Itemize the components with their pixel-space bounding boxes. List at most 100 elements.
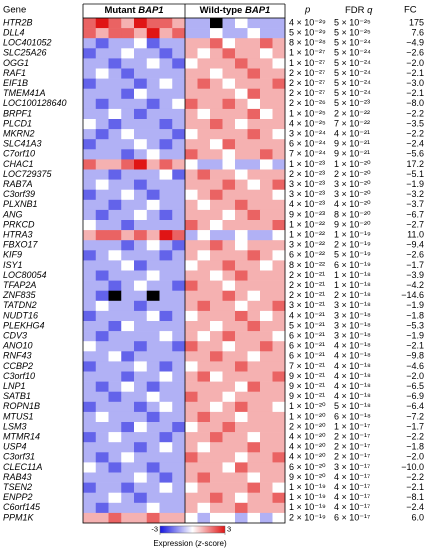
heatmap-cell	[83, 189, 97, 201]
heatmap-cell	[185, 220, 198, 231]
heatmap-cell	[197, 371, 211, 382]
heatmap-cell	[197, 230, 211, 241]
fold-change: −2.2	[406, 108, 424, 118]
gene-label: FBXO17	[3, 240, 39, 250]
heatmap-cell	[260, 351, 273, 362]
heatmap-cell	[185, 472, 198, 483]
fdr-value: 4 × 10⁻¹⁷	[334, 472, 370, 482]
heatmap-cell	[108, 270, 122, 281]
heatmap-cell	[134, 209, 148, 221]
heatmap-cell	[121, 310, 135, 322]
heatmap-cell	[260, 371, 273, 382]
heatmap-cell	[260, 189, 273, 201]
heatmap-cell	[146, 189, 160, 201]
heatmap-cell	[159, 108, 173, 120]
heatmap-cell	[95, 432, 109, 443]
heatmap-cell	[235, 129, 248, 140]
heatmap-cell	[159, 401, 173, 413]
heatmap-cell	[108, 48, 122, 59]
heatmap-cell	[83, 169, 97, 180]
heatmap-cell	[235, 270, 248, 281]
fdr-value: 5 × 10⁻²⁴	[334, 38, 371, 48]
fold-change: 11.0	[407, 230, 424, 240]
gene-label: C3orf10	[3, 371, 35, 381]
heatmap-cell	[197, 108, 211, 120]
heatmap-cell	[222, 310, 236, 322]
gene-label: MKRN2	[3, 129, 35, 139]
heatmap-cell	[95, 169, 109, 180]
heatmap-cell	[222, 88, 236, 100]
gene-label: BRPF1	[3, 108, 32, 118]
heatmap-cell	[185, 321, 198, 332]
heatmap-cell	[134, 159, 148, 170]
heatmap-cell	[146, 270, 160, 281]
heatmap-cell	[197, 432, 211, 443]
heatmap-cell	[235, 240, 248, 251]
heatmap-cell	[172, 108, 186, 120]
heatmap-cell	[134, 300, 148, 312]
fold-change: −2.6	[406, 250, 424, 260]
heatmap-cell	[83, 240, 97, 251]
gene-label: C3orf39	[3, 189, 35, 199]
fold-change: −2.7	[406, 219, 424, 229]
heatmap-cell	[134, 169, 148, 180]
gene-label: NUDT16	[3, 310, 38, 320]
heatmap-cell	[260, 220, 273, 231]
heatmap-cell	[159, 391, 173, 403]
heatmap-cell	[134, 58, 148, 69]
gene-label: RNF43	[3, 351, 32, 361]
heatmap-cell	[247, 98, 261, 110]
heatmap-cell	[247, 381, 261, 392]
fold-change: −3.9	[406, 270, 424, 280]
heatmap-cell	[235, 18, 248, 29]
heatmap-cell	[83, 280, 97, 291]
heatmap-cell	[108, 502, 122, 514]
heatmap-cell	[83, 401, 97, 413]
heatmap-cell	[260, 68, 273, 79]
p-value: 6 × 10⁻²⁰	[289, 462, 326, 472]
heatmap-cell	[121, 442, 135, 453]
heatmap-cell	[235, 381, 248, 392]
heatmap-cell	[121, 209, 135, 221]
heatmap-cell	[247, 411, 261, 423]
heatmap-cell	[235, 462, 248, 473]
heatmap-cell	[83, 351, 97, 362]
heatmap-cell	[260, 331, 273, 342]
heatmap-cell	[235, 512, 248, 524]
heatmap-cell	[146, 68, 160, 79]
heatmap-cell	[247, 189, 261, 201]
p-value: 4 × 10⁻²¹	[289, 310, 325, 320]
heatmap-cell	[159, 452, 173, 463]
heatmap-cell	[210, 220, 223, 231]
heatmap-cell	[83, 68, 97, 79]
heatmap-cell	[185, 149, 198, 160]
heatmap-cell	[146, 442, 160, 453]
heatmap-cell	[83, 250, 97, 261]
heatmap-cell	[134, 432, 148, 443]
heatmap-cell	[247, 391, 261, 403]
heatmap-cell	[272, 381, 286, 392]
heatmap-cell	[222, 452, 236, 463]
heatmap-cell	[159, 411, 173, 423]
heatmap-cell	[172, 209, 186, 221]
heatmap-cell	[159, 18, 173, 29]
fold-change: −2.0	[406, 452, 424, 462]
heatmap-cell	[95, 149, 109, 160]
heatmap-cell	[185, 240, 198, 251]
heatmap-cell	[210, 98, 223, 110]
heatmap-cell	[260, 18, 273, 29]
heatmap-cell	[159, 512, 173, 524]
heatmap-cell	[197, 411, 211, 423]
heatmap-cell	[235, 341, 248, 352]
fold-change: −5.3	[406, 320, 424, 330]
heatmap-cell	[272, 48, 286, 59]
heatmap-cell	[146, 98, 160, 110]
fdr-value: 1 × 10⁻¹⁸	[334, 270, 371, 280]
heatmap-cell	[260, 472, 273, 483]
heatmap-cell	[172, 68, 186, 79]
p-value: 2 × 10⁻²⁷	[289, 68, 325, 78]
heatmap-cell	[121, 108, 135, 120]
heatmap-cell	[235, 98, 248, 110]
heatmap-cell	[83, 422, 97, 433]
heatmap-cell	[210, 250, 223, 261]
